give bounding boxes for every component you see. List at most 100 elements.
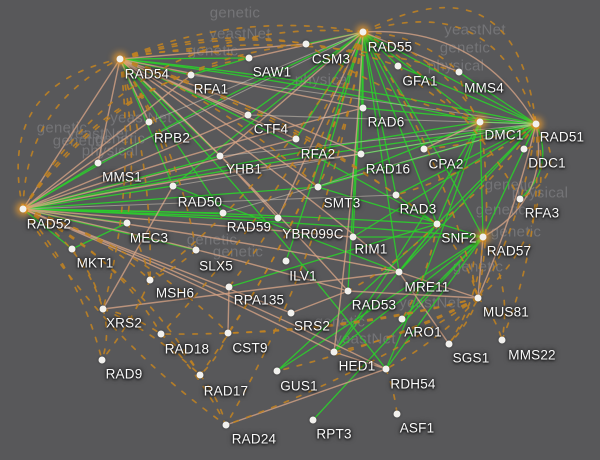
- node-label-SGS1: SGS1: [452, 350, 490, 366]
- edge-RAD54-MEC3: [119, 58, 133, 224]
- node-label-RAD17: RAD17: [203, 383, 249, 399]
- node-RFA2[interactable]: [292, 135, 300, 143]
- node-RAD55[interactable]: [359, 28, 367, 36]
- edge-RAD55-RAD24: [225, 31, 364, 426]
- node-RAD9[interactable]: [98, 356, 106, 364]
- node-HED1[interactable]: [330, 348, 338, 356]
- node-label-RDH54: RDH54: [390, 376, 436, 392]
- node-label-MKT1: MKT1: [76, 255, 114, 271]
- node-RAD6[interactable]: [359, 104, 367, 112]
- edge-RAD54-MMS1: [97, 58, 121, 164]
- edge-DMC1-RAD57: [479, 121, 484, 238]
- node-MMS1[interactable]: [94, 159, 102, 167]
- node-label-ARO1: ARO1: [404, 324, 442, 340]
- node-RAD59[interactable]: [219, 209, 227, 217]
- node-DDC1[interactable]: [520, 145, 528, 153]
- node-MUS81[interactable]: [474, 294, 482, 302]
- node-label-RPT3: RPT3: [316, 426, 352, 442]
- edge-CTF4-RAD51: [247, 114, 537, 125]
- node-RPA135[interactable]: [225, 283, 233, 291]
- node-XRS2[interactable]: [99, 305, 107, 313]
- edge-RAD54-YBR099C: [119, 58, 279, 219]
- edge-RAD52-RAD24: [22, 208, 227, 426]
- node-label-MMS4: MMS4: [464, 80, 504, 96]
- node-label-RAD50: RAD50: [177, 194, 223, 210]
- node-RIM1[interactable]: [349, 233, 357, 241]
- edge-SRS2-RAD53: [290, 290, 349, 314]
- node-label-YHB1: YHB1: [225, 161, 263, 177]
- node-MMS22[interactable]: [498, 336, 506, 344]
- edge-RAD54-GFA1: [119, 39, 399, 67]
- node-YBR099C[interactable]: [274, 214, 282, 222]
- edge-RAD55-HED1: [333, 31, 364, 353]
- node-ASF1[interactable]: [393, 410, 401, 418]
- node-RAD16[interactable]: [357, 150, 365, 158]
- node-RAD51[interactable]: [532, 120, 540, 128]
- edge-RAD54-RAD59: [119, 58, 224, 214]
- node-GFA1[interactable]: [394, 62, 402, 70]
- node-CSM3[interactable]: [302, 40, 310, 48]
- edge-RAD52-RIM1: [22, 208, 354, 238]
- edge-DMC1-RDH54: [385, 121, 481, 370]
- node-label-RPA135: RPA135: [233, 292, 285, 308]
- edge-SAW1-RFA1: [190, 57, 250, 76]
- node-SRS2[interactable]: [287, 309, 295, 317]
- node-SLX5[interactable]: [192, 246, 200, 254]
- edge-RAD52-CST9: [22, 208, 229, 334]
- node-SMT3[interactable]: [314, 183, 322, 191]
- node-label-RAD24: RAD24: [231, 431, 277, 447]
- node-RAD57[interactable]: [479, 233, 487, 241]
- node-MMS4[interactable]: [455, 68, 463, 76]
- node-ILV1[interactable]: [282, 257, 290, 265]
- edge-RAD51-RAD6: [362, 107, 537, 125]
- node-label-DMC1: DMC1: [484, 127, 524, 143]
- node-RPT3[interactable]: [309, 416, 317, 424]
- node-label-DDC1: DDC1: [528, 155, 566, 171]
- edge-RAD52-RAD50: [22, 185, 174, 210]
- node-RAD54[interactable]: [116, 55, 124, 63]
- node-CPA2[interactable]: [420, 145, 428, 153]
- node-SNF2[interactable]: [433, 220, 441, 228]
- node-ARO1[interactable]: [398, 315, 406, 323]
- node-DMC1[interactable]: [476, 118, 484, 126]
- node-MRE11[interactable]: [395, 268, 403, 276]
- node-SAW1[interactable]: [245, 54, 253, 62]
- node-RAD52[interactable]: [19, 205, 27, 213]
- node-RDH54[interactable]: [382, 365, 390, 373]
- node-CTF4[interactable]: [244, 111, 252, 119]
- node-MEC3[interactable]: [123, 219, 131, 227]
- node-RAD24[interactable]: [222, 421, 230, 429]
- edge-RAD52-RAD17: [22, 208, 201, 376]
- node-MKT1[interactable]: [68, 245, 76, 253]
- node-label-ILV1: ILV1: [289, 268, 317, 284]
- node-CST9[interactable]: [224, 329, 232, 337]
- node-RFA1[interactable]: [187, 71, 195, 79]
- node-RAD53[interactable]: [344, 287, 352, 295]
- node-MSH6[interactable]: [146, 276, 154, 284]
- edge-RAD54-XRS2: [102, 58, 127, 310]
- node-SGS1[interactable]: [445, 340, 453, 348]
- node-RFA3[interactable]: [516, 195, 524, 203]
- node-RAD3[interactable]: [392, 191, 400, 199]
- node-RPB2[interactable]: [145, 118, 153, 126]
- node-label-RAD18: RAD18: [164, 341, 210, 357]
- edge-RAD51-RFA3: [519, 123, 552, 200]
- node-YHB1[interactable]: [216, 152, 224, 160]
- node-RAD50[interactable]: [169, 182, 177, 190]
- edge-RAD57-MMS22: [482, 236, 506, 341]
- edge-DMC1-HED1: [333, 121, 481, 353]
- edge-RAD51-SGS1: [448, 123, 537, 345]
- edge-MRE11-RAD50: [172, 185, 400, 273]
- node-label-MMS1: MMS1: [102, 169, 142, 185]
- node-RAD17[interactable]: [196, 371, 204, 379]
- edge-RAD54-SAW1: [119, 57, 250, 60]
- node-label-RAD54: RAD54: [124, 66, 170, 82]
- node-label-RAD55: RAD55: [367, 39, 413, 55]
- node-label-CST9: CST9: [232, 340, 268, 356]
- edge-RAD51-MRE11: [398, 123, 537, 273]
- node-GUS1[interactable]: [273, 367, 281, 375]
- node-label-XRS2: XRS2: [105, 315, 143, 331]
- edge-RAD51-RIM1: [352, 123, 537, 238]
- node-RAD18[interactable]: [157, 330, 165, 338]
